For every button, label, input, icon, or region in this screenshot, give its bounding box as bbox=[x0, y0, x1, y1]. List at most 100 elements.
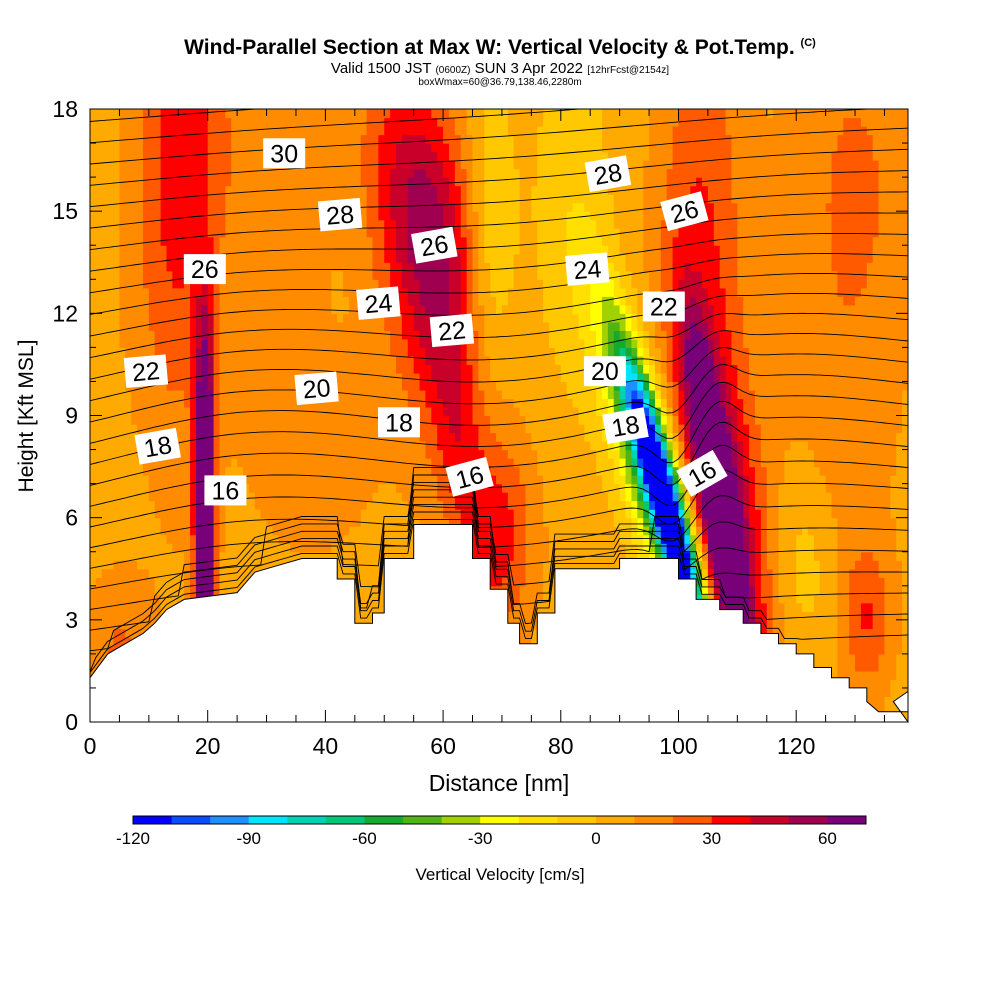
field-cell bbox=[637, 492, 644, 502]
field-cell bbox=[872, 662, 880, 672]
field-cell bbox=[813, 483, 821, 493]
field-cell bbox=[113, 594, 121, 604]
field-cell bbox=[301, 509, 309, 519]
field-cell bbox=[890, 704, 897, 715]
field-cell bbox=[390, 534, 397, 544]
field-cell bbox=[178, 577, 185, 587]
field-cell bbox=[613, 500, 621, 510]
field-cell bbox=[860, 636, 868, 646]
field-cell bbox=[484, 526, 491, 536]
field-cell bbox=[637, 466, 644, 476]
field-cell bbox=[501, 449, 509, 459]
field-cell bbox=[837, 602, 844, 612]
field-cell bbox=[813, 628, 821, 638]
field-cell bbox=[484, 492, 491, 502]
field-cell bbox=[101, 560, 109, 570]
field-cell bbox=[849, 509, 856, 519]
field-cell bbox=[113, 602, 121, 612]
field-cell bbox=[260, 449, 268, 459]
field-cell bbox=[872, 475, 880, 485]
field-cell bbox=[749, 577, 756, 587]
field-cell bbox=[819, 568, 827, 578]
field-cell bbox=[654, 551, 662, 561]
field-cell bbox=[519, 424, 527, 434]
field-cell bbox=[231, 449, 238, 459]
field-cell bbox=[501, 424, 509, 434]
field-cell bbox=[201, 432, 209, 442]
field-cell bbox=[855, 560, 862, 570]
field-cell bbox=[113, 628, 121, 638]
field-cell bbox=[890, 458, 897, 468]
field-cell bbox=[154, 543, 162, 553]
field-cell bbox=[613, 551, 621, 561]
field-cell bbox=[884, 662, 891, 672]
field-cell bbox=[290, 475, 297, 485]
field-cell bbox=[666, 415, 674, 425]
field-cell bbox=[807, 628, 815, 638]
field-cell bbox=[525, 424, 532, 434]
field-cell bbox=[860, 483, 868, 493]
field-cell bbox=[195, 585, 203, 595]
field-cell bbox=[884, 449, 891, 459]
field-cell bbox=[137, 543, 144, 553]
field-cell bbox=[478, 517, 485, 527]
field-cell bbox=[413, 517, 421, 527]
field-cell bbox=[142, 619, 150, 629]
field-cell bbox=[537, 441, 544, 451]
field-cell bbox=[666, 475, 674, 485]
field-cell bbox=[213, 458, 221, 468]
field-cell bbox=[819, 424, 827, 434]
field-cell bbox=[366, 483, 374, 493]
field-cell bbox=[331, 517, 338, 527]
field-cell bbox=[366, 424, 374, 434]
field-cell bbox=[390, 517, 397, 527]
field-cell bbox=[160, 534, 168, 544]
field-cell bbox=[525, 594, 532, 604]
field-cell bbox=[766, 560, 774, 570]
field-cell bbox=[190, 432, 197, 442]
field-cell bbox=[248, 424, 256, 434]
field-cell bbox=[872, 543, 880, 553]
field-cell bbox=[860, 679, 868, 689]
field-cell bbox=[884, 543, 891, 553]
field-cell bbox=[401, 534, 409, 544]
field-cell bbox=[866, 475, 874, 485]
field-cell bbox=[890, 670, 897, 681]
field-cell bbox=[95, 509, 103, 519]
field-cell bbox=[737, 560, 744, 570]
field-cell bbox=[849, 670, 856, 681]
field-cell bbox=[878, 449, 886, 459]
field-cell bbox=[95, 483, 103, 493]
field-cell bbox=[295, 500, 303, 510]
field-cell bbox=[531, 585, 538, 595]
field-cell bbox=[507, 415, 515, 425]
field-cell bbox=[890, 636, 897, 646]
field-cell bbox=[131, 492, 138, 502]
field-cell bbox=[902, 602, 908, 612]
field-cell bbox=[119, 432, 126, 442]
field-cell bbox=[802, 594, 809, 604]
field-cell bbox=[178, 432, 185, 442]
field-cell bbox=[772, 441, 780, 451]
field-cell bbox=[802, 424, 809, 434]
field-cell bbox=[813, 458, 821, 468]
field-cell bbox=[578, 534, 585, 544]
field-cell bbox=[319, 534, 326, 544]
field-cell bbox=[178, 509, 185, 519]
field-cell bbox=[884, 466, 891, 476]
field-cell bbox=[190, 483, 197, 493]
field-cell bbox=[578, 415, 585, 425]
field-cell bbox=[113, 526, 121, 536]
field-cell bbox=[225, 577, 232, 587]
field-cell bbox=[378, 449, 385, 459]
field-cell bbox=[525, 577, 532, 587]
field-cell bbox=[519, 568, 527, 578]
field-cell bbox=[195, 551, 203, 561]
field-cell bbox=[313, 424, 321, 434]
field-cell bbox=[195, 483, 203, 493]
field-cell bbox=[107, 526, 115, 536]
field-cell bbox=[525, 432, 532, 442]
field-cell bbox=[142, 611, 150, 621]
field-cell bbox=[537, 424, 544, 434]
field-cell bbox=[878, 704, 886, 715]
